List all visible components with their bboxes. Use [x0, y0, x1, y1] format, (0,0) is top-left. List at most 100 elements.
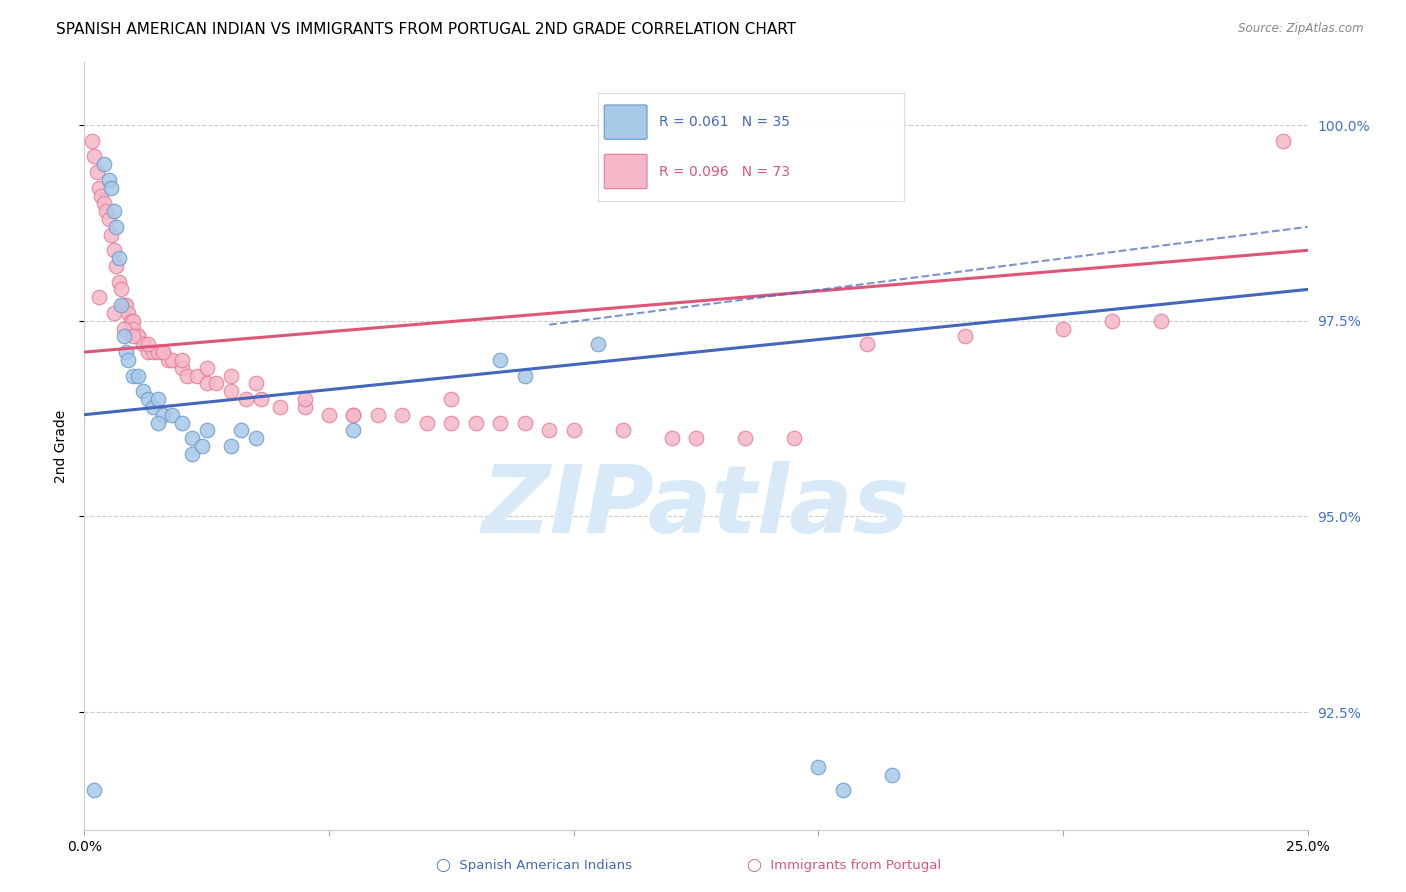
Point — [391, 408, 413, 422]
Point — [122, 368, 145, 383]
Point — [186, 368, 208, 383]
Point — [586, 337, 609, 351]
Point — [513, 416, 536, 430]
Point — [661, 431, 683, 445]
Point — [100, 227, 122, 242]
Point — [132, 337, 155, 351]
Point — [127, 329, 149, 343]
Point — [122, 314, 145, 328]
Point — [342, 408, 364, 422]
Point — [103, 244, 125, 258]
Point — [152, 345, 174, 359]
Text: Source: ZipAtlas.com: Source: ZipAtlas.com — [1239, 22, 1364, 36]
Point — [342, 423, 364, 437]
Point — [146, 392, 169, 406]
Point — [136, 345, 159, 359]
Point — [513, 368, 536, 383]
Point — [783, 431, 806, 445]
Point — [97, 212, 120, 227]
Point — [87, 290, 110, 304]
Point — [953, 329, 976, 343]
Point — [269, 400, 291, 414]
Point — [127, 368, 149, 383]
Point — [294, 392, 316, 406]
Point — [807, 760, 830, 774]
Point — [97, 173, 120, 187]
Point — [86, 165, 108, 179]
Point — [146, 416, 169, 430]
Point — [90, 188, 112, 202]
Point — [103, 204, 125, 219]
Point — [110, 298, 132, 312]
Point — [112, 298, 135, 312]
Point — [172, 416, 194, 430]
Text: SPANISH AMERICAN INDIAN VS IMMIGRANTS FROM PORTUGAL 2ND GRADE CORRELATION CHART: SPANISH AMERICAN INDIAN VS IMMIGRANTS FR… — [56, 22, 796, 37]
Point — [156, 352, 179, 367]
Point — [172, 352, 194, 367]
Point — [83, 783, 105, 797]
Point — [191, 439, 214, 453]
Point — [229, 423, 252, 437]
Point — [856, 337, 879, 351]
Point — [318, 408, 340, 422]
Point — [489, 352, 512, 367]
Point — [219, 384, 242, 399]
Point — [117, 352, 139, 367]
Point — [685, 431, 707, 445]
Point — [195, 376, 218, 391]
Point — [219, 439, 242, 453]
Point — [1272, 134, 1295, 148]
Point — [107, 275, 129, 289]
Point — [181, 431, 204, 445]
Point — [83, 149, 105, 163]
Point — [132, 384, 155, 399]
Point — [110, 282, 132, 296]
Point — [152, 408, 174, 422]
Point — [294, 400, 316, 414]
Point — [105, 219, 128, 234]
Point — [136, 392, 159, 406]
Point — [142, 345, 165, 359]
Point — [416, 416, 439, 430]
Point — [464, 416, 486, 430]
Point — [1052, 321, 1074, 335]
Point — [1101, 314, 1123, 328]
Point — [115, 345, 138, 359]
Point — [734, 431, 756, 445]
Point — [93, 196, 115, 211]
Point — [367, 408, 389, 422]
Text: ◯  Spanish American Indians: ◯ Spanish American Indians — [436, 859, 633, 872]
Point — [612, 423, 634, 437]
Point — [100, 180, 122, 194]
Point — [489, 416, 512, 430]
Point — [80, 134, 103, 148]
Point — [122, 329, 145, 343]
Point — [122, 321, 145, 335]
Point — [87, 180, 110, 194]
Point — [146, 345, 169, 359]
Point — [342, 408, 364, 422]
Point — [880, 768, 903, 782]
Point — [181, 447, 204, 461]
Point — [195, 423, 218, 437]
Text: ZIPatlas: ZIPatlas — [482, 461, 910, 553]
Point — [538, 423, 561, 437]
Point — [440, 416, 463, 430]
Point — [831, 783, 853, 797]
Point — [172, 360, 194, 375]
Point — [103, 306, 125, 320]
Point — [152, 345, 174, 359]
Point — [245, 376, 267, 391]
Point — [162, 352, 184, 367]
Point — [245, 431, 267, 445]
Point — [136, 337, 159, 351]
Point — [162, 408, 184, 422]
Point — [176, 368, 198, 383]
Point — [219, 368, 242, 383]
Point — [205, 376, 228, 391]
Point — [105, 259, 128, 273]
Point — [93, 157, 115, 171]
Point — [112, 321, 135, 335]
Text: ◯  Immigrants from Portugal: ◯ Immigrants from Portugal — [747, 859, 941, 872]
Point — [142, 400, 165, 414]
